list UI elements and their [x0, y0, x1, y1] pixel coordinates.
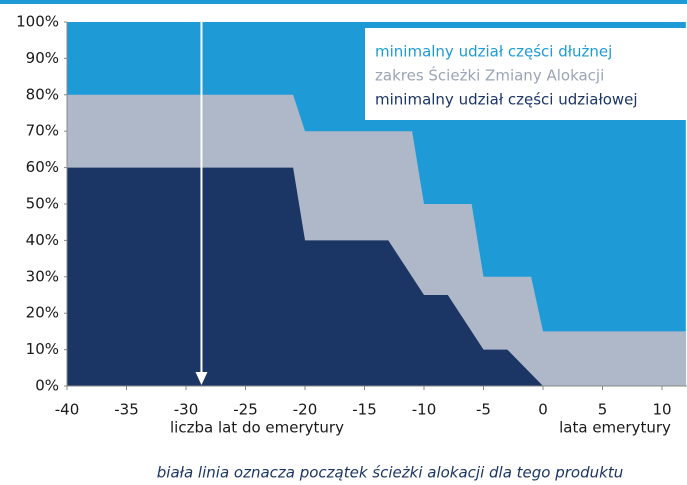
y-tick-label: 0%: [35, 377, 59, 395]
legend-entry: zakres Ścieżki Zmiany Alokacji: [375, 66, 604, 85]
start-marker-head: [195, 372, 208, 385]
y-tick-label: 80%: [26, 85, 59, 103]
note: biała linia oznacza początek ścieżki alo…: [157, 464, 623, 482]
y-tick-label: 10%: [26, 340, 59, 358]
y-tick-label: 100%: [16, 13, 59, 31]
y-tick-label: 30%: [26, 267, 59, 285]
x-tick-label: 0: [538, 401, 548, 419]
x-tick-label: -40: [55, 401, 80, 419]
x-tick-label: -30: [174, 401, 199, 419]
x-tick-label: -5: [476, 401, 491, 419]
y-tick-label: 60%: [26, 158, 59, 176]
legend: minimalny udział części dłużnej zakres Śc…: [365, 28, 687, 120]
top-strip: [0, 0, 687, 4]
legend-entry: minimalny udział części dłużnej: [375, 43, 612, 61]
area: [67, 167, 686, 386]
y-tick-label: 50%: [26, 195, 59, 213]
x-tick-label: -10: [412, 401, 437, 419]
y-tick-label: 20%: [26, 304, 59, 322]
legend-entry: minimalny udział części udziałowej: [375, 91, 638, 109]
y-tick-label: 40%: [26, 231, 59, 249]
x-tick-label: -15: [352, 401, 377, 419]
x-label-left: liczba lat do emerytury: [170, 419, 344, 437]
x-tick-label: -20: [293, 401, 318, 419]
x-tick-label: 10: [652, 401, 671, 419]
x-tick-label: 5: [598, 401, 608, 419]
legend-box: [365, 28, 687, 120]
x-label-right: lata emerytury: [559, 419, 671, 437]
y-tick-label: 90%: [26, 49, 59, 67]
x-tick-label: -25: [233, 401, 258, 419]
y-tick-label: 70%: [26, 122, 59, 140]
x-tick-label: -35: [114, 401, 139, 419]
